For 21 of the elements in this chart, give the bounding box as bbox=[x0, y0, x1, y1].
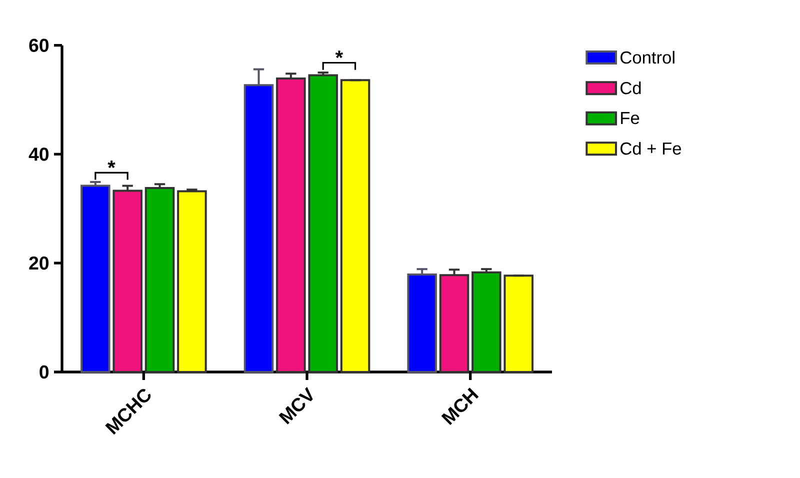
annotation: * bbox=[335, 50, 344, 58]
legend-label: Fe bbox=[621, 112, 640, 124]
bar bbox=[504, 274, 534, 373]
annotation: * bbox=[108, 160, 116, 168]
bar bbox=[112, 190, 142, 373]
y-tick-label: 20 bbox=[29, 256, 49, 270]
bar bbox=[80, 184, 110, 373]
y-tick-label: 60 bbox=[29, 38, 49, 52]
bar bbox=[308, 74, 338, 373]
bar bbox=[439, 274, 470, 373]
legend-label: Cd bbox=[620, 81, 641, 94]
bar bbox=[407, 274, 437, 373]
y-tick-label: 40 bbox=[28, 148, 49, 161]
bar bbox=[177, 190, 207, 373]
bar bbox=[144, 186, 175, 373]
legend-label: Control bbox=[620, 50, 674, 64]
bar bbox=[340, 79, 370, 373]
legend-label: Cd + Fe bbox=[620, 142, 682, 155]
bar bbox=[276, 78, 306, 373]
y-tick-label: 0 bbox=[40, 365, 49, 379]
bar bbox=[472, 271, 502, 373]
